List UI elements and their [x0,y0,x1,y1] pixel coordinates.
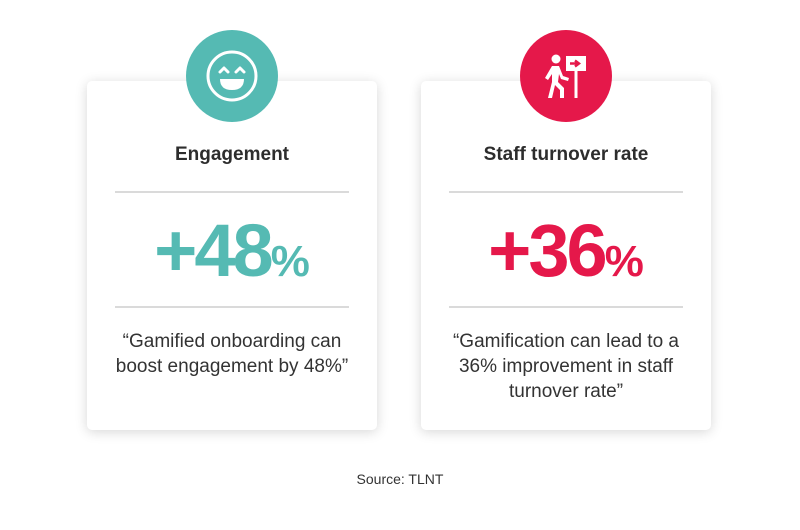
turnover-value: +36% [421,209,711,304]
engagement-quote: “Gamified onboarding can boost engagemen… [115,331,349,377]
divider [115,191,349,193]
value-number: +36 [488,209,608,292]
turnover-title: Staff turnover rate [483,144,649,165]
turnover-quote: “Gamification can lead to a 36% improvem… [452,331,679,402]
value-unit: % [604,237,644,286]
person-walking-exit-sign-icon [545,54,586,98]
turnover-card: Staff turnover rate +36% “Gamification c… [421,30,711,430]
smiley-face-icon [206,50,258,102]
engagement-title: Engagement [174,144,290,165]
source-caption: Source: TLNT [356,471,444,487]
value-number: +48 [154,209,274,292]
turnover-badge [520,30,612,122]
engagement-value: +48% [87,209,377,304]
engagement-badge [186,30,278,122]
divider [449,306,683,308]
divider [449,191,683,193]
divider [115,306,349,308]
value-unit: % [270,237,310,286]
engagement-card: Engagement +48% “Gamified onboarding can… [87,30,377,430]
